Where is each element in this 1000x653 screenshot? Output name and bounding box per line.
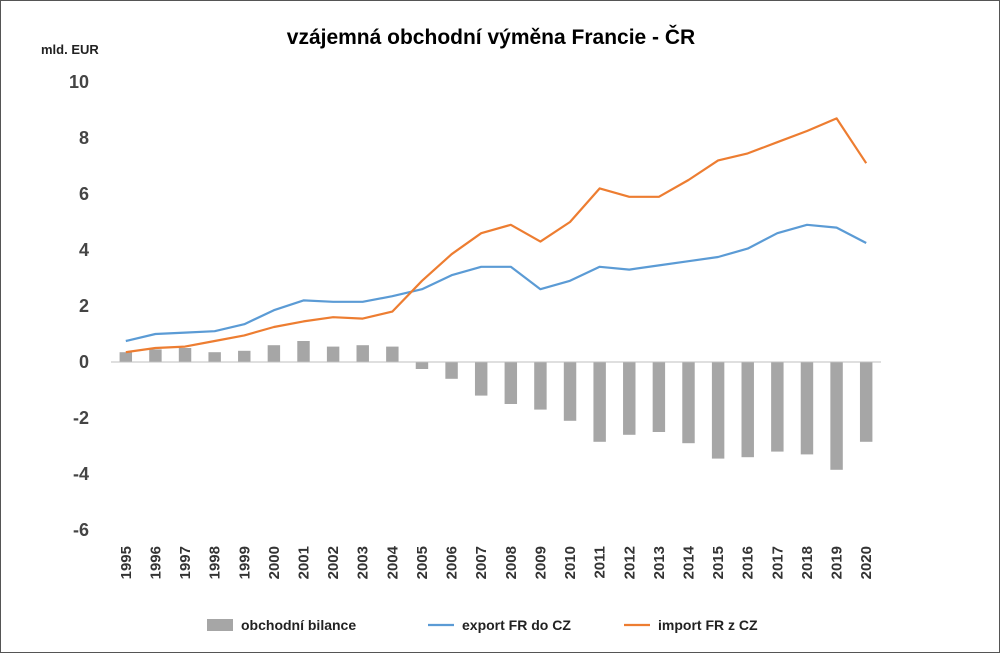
y-tick-label: 6 bbox=[79, 184, 89, 204]
bar-2011 bbox=[593, 362, 606, 442]
y-tick-label: -2 bbox=[73, 408, 89, 428]
bar-2013 bbox=[652, 362, 666, 432]
legend: obchodní bilance export FR do CZ import FR… bbox=[207, 617, 758, 633]
bar-2015 bbox=[711, 362, 725, 459]
x-tick-label: 2003 bbox=[355, 546, 372, 579]
x-axis-ticks: 1995 1996 1997 1998 1999 2000 2001 2002 2003 2004… bbox=[118, 545, 875, 579]
bar-2008 bbox=[504, 362, 518, 404]
x-tick-label: 2001 bbox=[296, 546, 313, 579]
y-axis-unit-label: mld. EUR bbox=[41, 42, 99, 57]
x-tick-label: 2013 bbox=[651, 546, 668, 579]
bar-2007 bbox=[474, 362, 488, 396]
x-tick-label: 2010 bbox=[562, 546, 579, 579]
series-line-2 bbox=[125, 117, 868, 354]
bar-1996 bbox=[149, 349, 162, 362]
bar-2004 bbox=[386, 346, 399, 362]
bar-1995 bbox=[119, 352, 133, 362]
bar-2016 bbox=[741, 362, 754, 458]
x-tick-label: 2011 bbox=[592, 546, 609, 579]
x-tick-label: 2018 bbox=[799, 546, 816, 579]
bar-2014 bbox=[682, 362, 695, 444]
bar-2010 bbox=[563, 362, 577, 421]
x-tick-label: 2009 bbox=[532, 546, 549, 579]
line-series bbox=[125, 117, 868, 354]
x-tick-label: 2005 bbox=[414, 546, 431, 579]
bar-2000 bbox=[267, 345, 281, 362]
bar-2001 bbox=[297, 341, 310, 362]
bar-2005 bbox=[415, 362, 429, 369]
x-tick-label: 1995 bbox=[118, 546, 135, 579]
x-tick-label: 1996 bbox=[147, 546, 164, 579]
x-tick-label: 2017 bbox=[769, 546, 786, 579]
bar-2003 bbox=[356, 345, 369, 362]
x-tick-label: 2004 bbox=[384, 545, 401, 579]
legend-label: import FR z CZ bbox=[658, 617, 758, 633]
x-tick-label: 2006 bbox=[444, 546, 461, 579]
chart-title: vzájemná obchodní výměna Francie - ČR bbox=[287, 25, 695, 49]
y-tick-label: 10 bbox=[69, 72, 89, 92]
y-tick-label: 4 bbox=[79, 240, 89, 260]
bar-2017 bbox=[771, 362, 784, 452]
legend-label: export FR do CZ bbox=[462, 617, 571, 633]
x-tick-label: 2020 bbox=[858, 546, 875, 579]
x-tick-label: 2007 bbox=[473, 546, 490, 579]
x-tick-label: 2016 bbox=[740, 546, 757, 579]
legend-label: obchodní bilance bbox=[241, 617, 356, 633]
bar-series bbox=[119, 341, 873, 470]
y-axis-ticks: 10 8 6 4 2 0 -2 -4 -6 bbox=[69, 72, 89, 540]
x-tick-label: 1998 bbox=[207, 546, 224, 579]
y-tick-label: 2 bbox=[79, 296, 89, 316]
bar-2009 bbox=[534, 362, 547, 410]
x-tick-label: 2008 bbox=[503, 546, 520, 579]
y-tick-label: 0 bbox=[79, 352, 89, 372]
bar-1998 bbox=[208, 352, 221, 362]
bar-2020 bbox=[859, 362, 873, 442]
x-tick-label: 2002 bbox=[325, 546, 342, 579]
bar-2002 bbox=[326, 346, 340, 362]
bar-2018 bbox=[800, 362, 814, 455]
bar-2019 bbox=[830, 362, 843, 470]
bar-2012 bbox=[623, 362, 636, 435]
x-tick-label: 2019 bbox=[829, 546, 846, 579]
x-tick-label: 2015 bbox=[710, 546, 727, 579]
y-tick-label: 8 bbox=[79, 128, 89, 148]
x-tick-label: 1999 bbox=[236, 546, 253, 579]
bar-1997 bbox=[178, 348, 192, 362]
x-tick-label: 2000 bbox=[266, 546, 283, 579]
y-tick-label: -4 bbox=[73, 464, 89, 484]
series-line-1 bbox=[125, 223, 867, 343]
y-tick-label: -6 bbox=[73, 520, 89, 540]
x-tick-label: 2014 bbox=[681, 545, 698, 579]
x-tick-label: 1997 bbox=[177, 546, 194, 579]
legend-swatch-bar bbox=[207, 619, 233, 631]
bar-2006 bbox=[445, 362, 458, 379]
bar-1999 bbox=[238, 350, 251, 362]
x-tick-label: 2012 bbox=[621, 546, 638, 579]
